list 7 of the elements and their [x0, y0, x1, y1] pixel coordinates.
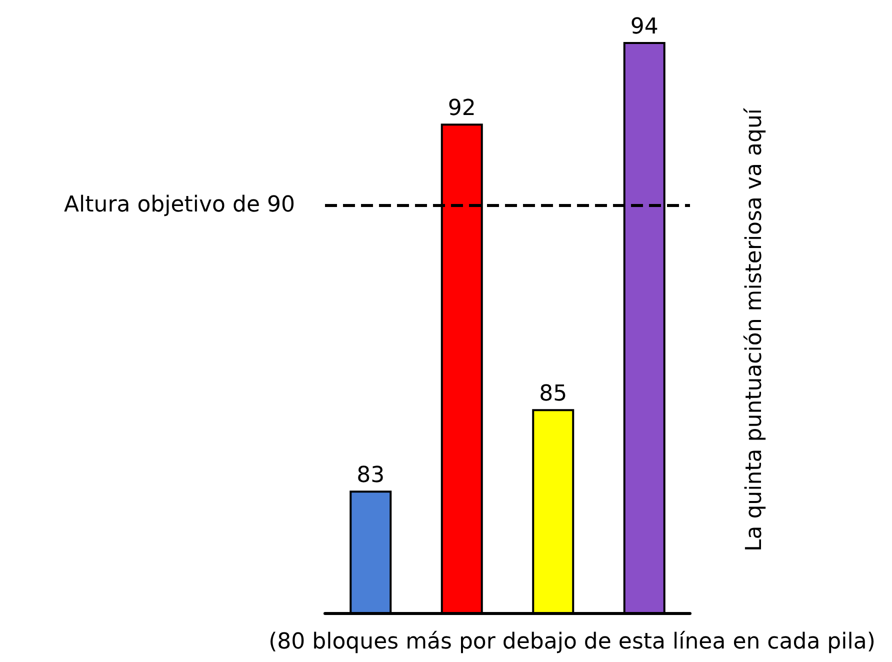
data-label: 85 — [539, 382, 568, 407]
ref-line-label: Altura objetivo de 90 — [64, 192, 295, 218]
text: (80 bloques más por debajo de esta línea en cada pila) — [268, 630, 876, 654]
data-label: 94 — [630, 14, 658, 40]
data-label: 83 — [356, 463, 385, 488]
data-label: 92 — [448, 96, 476, 122]
text: La quinta puntuación misteriosa va aquí — [742, 108, 767, 552]
